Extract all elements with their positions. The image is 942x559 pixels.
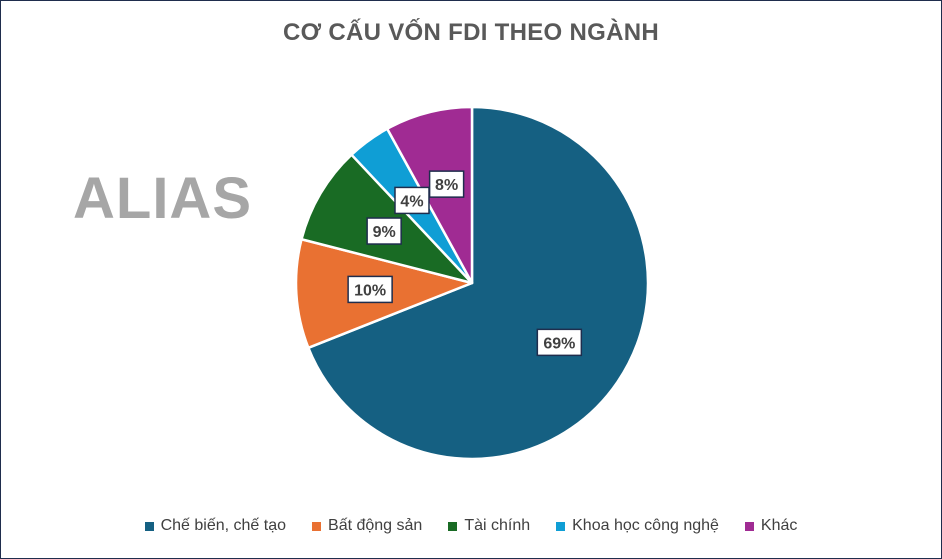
legend-swatch (312, 521, 322, 531)
legend-item-bat-dong-san: Bất động sản (312, 517, 422, 535)
watermark-logo: ALIAS (73, 166, 252, 231)
legend-swatch (448, 521, 458, 531)
data-label-box (394, 186, 430, 215)
chart-title: CƠ CẤU VỐN FDI THEO NGÀNH (283, 19, 659, 46)
pie-slice-che-bien-che-tao (307, 105, 650, 461)
data-label-text: 10% (354, 282, 386, 299)
data-label-text: 69% (543, 335, 575, 352)
pie-chart: 69% 10% 9%4% 8% (294, 105, 650, 461)
data-label-box (347, 275, 393, 304)
legend-label: Tài chính (464, 517, 531, 534)
legend-swatch (556, 521, 566, 531)
legend-item-tai-chinh: Tài chính (448, 517, 530, 535)
legend-label: Khác (760, 517, 798, 534)
data-label-khac: 8% (428, 170, 465, 198)
legend-item-khoa-hoc: Khoa học công nghệ (556, 517, 719, 535)
data-label-bat-dong-san: 10% (347, 275, 393, 304)
legend: Chế biến, chế tạo Bất động sản Tài chính… (1, 517, 941, 535)
data-label-che-bien-che-tao: 69% (536, 328, 583, 357)
data-label-box (428, 170, 465, 198)
data-label-box (536, 328, 583, 357)
data-label-text: 8% (435, 177, 458, 194)
legend-swatch (744, 521, 754, 531)
legend-item-che-bien: Chế biến, chế tạo (144, 517, 287, 535)
data-label-text: 4% (400, 193, 423, 210)
data-label-khoa-hoc-cong-nghe: 4% (394, 186, 430, 215)
data-label-tai-chinh: 9% (366, 217, 402, 245)
legend-label: Bất động sản (328, 517, 423, 534)
legend-item-khac: Khác (744, 517, 798, 535)
legend-swatch (144, 521, 154, 531)
legend-label: Chế biến, chế tạo (160, 517, 287, 534)
data-label-box (366, 217, 402, 245)
legend-label: Khoa học công nghệ (572, 517, 719, 534)
data-label-text: 9% (373, 224, 396, 241)
